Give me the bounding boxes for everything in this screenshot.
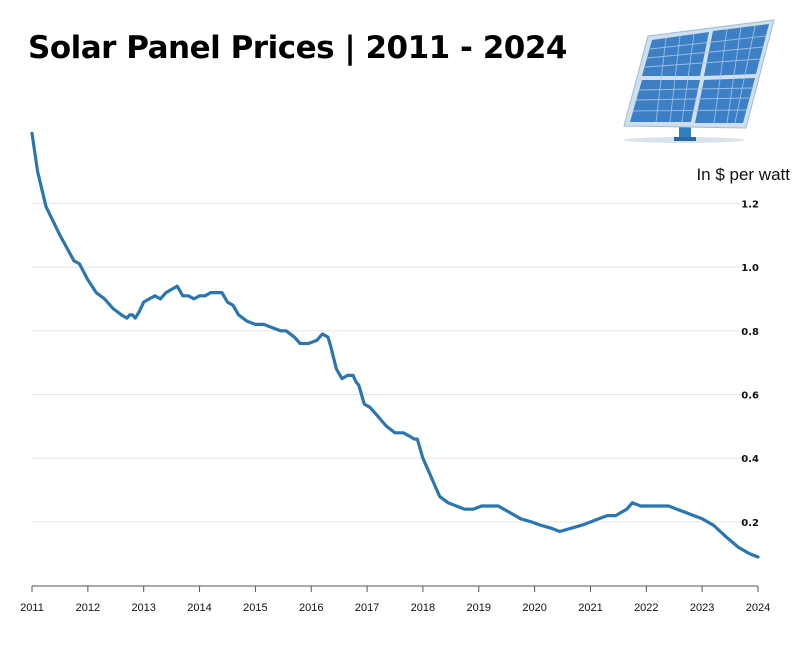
x-tick-label: 2014 <box>187 602 211 614</box>
x-tick-label: 2019 <box>467 602 491 614</box>
x-tick-label: 2023 <box>690 602 714 614</box>
x-tick-label: 2024 <box>746 602 770 614</box>
y-tick-label: 0.8 <box>741 327 759 338</box>
x-tick-label: 2013 <box>131 602 155 614</box>
x-tick-label: 2017 <box>355 602 379 614</box>
x-tick-label: 2021 <box>578 602 602 614</box>
price-series-line <box>30 131 760 559</box>
x-axis-ticks: 2011 2012 2013 2014 2015 2016 2017 2018 2019 2020… <box>20 586 770 614</box>
x-tick-label: 2020 <box>522 602 546 614</box>
x-tick-label: 2012 <box>76 602 100 614</box>
y-tick-labels: 0.2 0.4 0.6 0.8 1.0 1.2 <box>741 199 759 529</box>
y-tick-label: 0.4 <box>741 454 759 465</box>
unit-label: In $ per watt <box>696 165 790 184</box>
x-tick-label: 2022 <box>634 602 658 614</box>
y-tick-label: 0.6 <box>741 391 759 402</box>
x-tick-label: 2016 <box>299 602 323 614</box>
y-tick-label: 1.0 <box>741 263 759 274</box>
y-tick-label: 1.2 <box>741 199 759 210</box>
x-tick-label: 2011 <box>20 602 44 614</box>
solar-panel-icon <box>623 19 775 143</box>
y-tick-label: 0.2 <box>741 518 759 529</box>
grid-lines <box>32 202 746 523</box>
chart-title: Solar Panel Prices | 2011 - 2024 <box>28 30 567 66</box>
x-tick-label: 2018 <box>411 602 435 614</box>
x-tick-label: 2015 <box>243 602 267 614</box>
